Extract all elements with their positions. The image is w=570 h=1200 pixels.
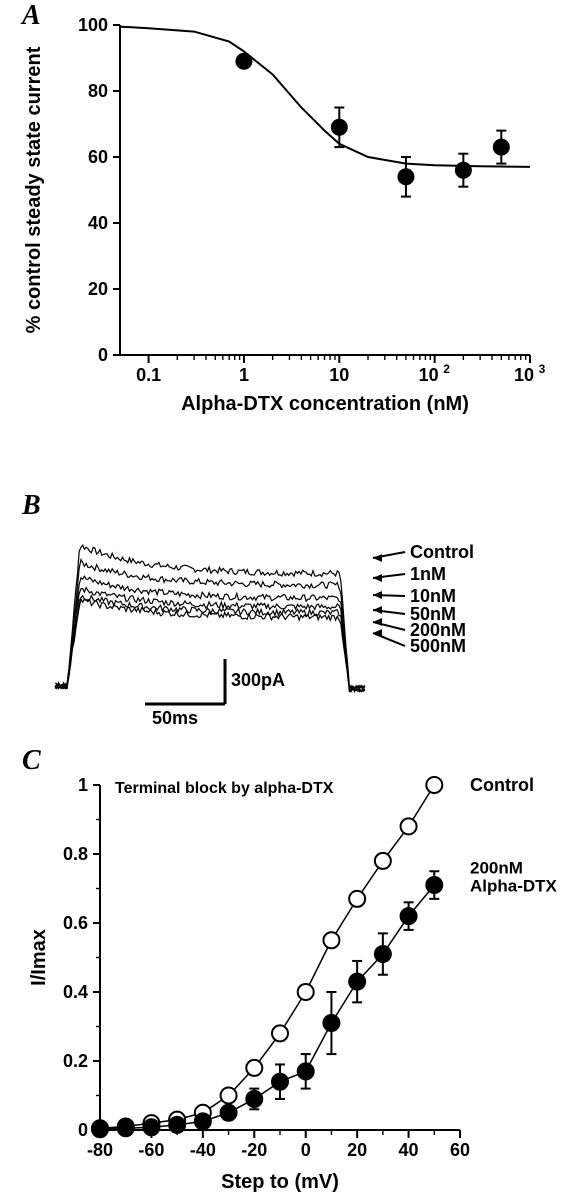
svg-text:-60: -60 xyxy=(138,1140,164,1160)
svg-text:2: 2 xyxy=(443,362,450,376)
svg-text:Step to (mV): Step to (mV) xyxy=(221,1171,339,1193)
svg-text:10: 10 xyxy=(514,365,534,385)
svg-text:Terminal block by alpha-DTX: Terminal block by alpha-DTX xyxy=(115,780,334,797)
svg-text:3: 3 xyxy=(539,362,546,376)
svg-text:1: 1 xyxy=(239,365,249,385)
svg-text:20: 20 xyxy=(347,1140,367,1160)
svg-text:20: 20 xyxy=(88,279,108,299)
svg-text:0.2: 0.2 xyxy=(63,1051,88,1071)
svg-text:-20: -20 xyxy=(241,1140,267,1160)
svg-text:60: 60 xyxy=(88,147,108,167)
svg-text:10nM: 10nM xyxy=(410,586,456,606)
svg-text:-80: -80 xyxy=(87,1140,113,1160)
svg-text:40: 40 xyxy=(88,213,108,233)
svg-text:50ms: 50ms xyxy=(152,708,198,728)
svg-text:40: 40 xyxy=(399,1140,419,1160)
svg-text:0: 0 xyxy=(301,1140,311,1160)
panel-a-chart: 0 20 40 60 80 100 0.1 1 10 10 2 10 3 Alpha-DTX concen… xyxy=(0,0,570,420)
svg-text:Alpha-DTX: Alpha-DTX xyxy=(470,876,558,895)
svg-text:Control: Control xyxy=(410,542,474,562)
svg-text:Alpha-DTX concentration (nM): Alpha-DTX concentration (nM) xyxy=(181,393,469,415)
figure-root: A 0204060801000.1110102103Alpha-DTX conc… xyxy=(0,0,570,1200)
svg-text:0: 0 xyxy=(98,345,108,365)
svg-text:0.1: 0.1 xyxy=(136,365,161,385)
panel-c-chart: 0 0.2 0.4 0.6 0.8 1 -80 -60 -40 -20 0 20 40 60 Step to… xyxy=(0,745,570,1200)
panel-b-traces: Control1nM10nM50nM200nM500nM50ms300pA xyxy=(0,500,570,730)
svg-text:500nM: 500nM xyxy=(410,636,466,656)
svg-text:1: 1 xyxy=(78,775,88,795)
svg-text:0.6: 0.6 xyxy=(63,913,88,933)
svg-text:10: 10 xyxy=(419,365,439,385)
svg-text:-40: -40 xyxy=(190,1140,216,1160)
svg-text:Control: Control xyxy=(470,775,534,795)
svg-text:300pA: 300pA xyxy=(231,670,285,690)
svg-text:60: 60 xyxy=(450,1140,470,1160)
svg-text:0: 0 xyxy=(78,1120,88,1140)
svg-text:% control steady state current: % control steady state current xyxy=(23,46,45,333)
svg-text:10: 10 xyxy=(329,365,349,385)
svg-text:100: 100 xyxy=(78,15,108,35)
svg-text:0.4: 0.4 xyxy=(63,982,88,1002)
svg-text:0.8: 0.8 xyxy=(63,844,88,864)
svg-text:80: 80 xyxy=(88,81,108,101)
svg-text:I/Imax: I/Imax xyxy=(28,929,50,986)
svg-text:1nM: 1nM xyxy=(410,564,446,584)
svg-text:200nM: 200nM xyxy=(470,858,523,877)
